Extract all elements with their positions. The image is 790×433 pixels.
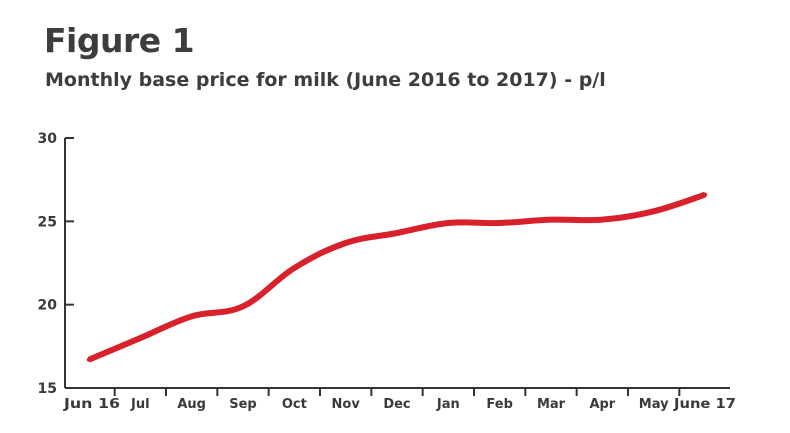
series-line [87,191,706,363]
data-point [548,217,554,222]
axes [64,137,730,396]
x-tick-label: Jun 16 [63,397,120,412]
x-tick-label: Oct [282,397,307,412]
x-tick-label: May [639,397,669,412]
chart-subtitle: Monthly base price for milk (June 2016 t… [45,69,606,91]
x-tick-label: Jan [436,397,460,412]
x-tick-label: Sep [229,397,257,412]
data-point [497,220,502,226]
x-tick-label: Dec [383,397,410,412]
data-point [702,192,708,197]
data-point [240,304,246,309]
data-point [651,209,656,214]
x-tick-label: Jul [130,397,150,412]
x-tick-label: Apr [589,397,615,412]
y-tick-label: 30 [38,131,58,147]
data-point [394,230,400,236]
data-point [138,335,143,341]
series-layer [86,191,708,363]
data-point [600,217,605,222]
data-point [446,220,451,226]
data-point [292,265,297,271]
x-tick-label: Mar [537,397,566,412]
data-point [86,357,92,362]
figure-label: Figure 1 [44,21,195,60]
tick-labels: 15 20 25 30 Jun 16 Jul Aug Sep Oct Nov Dec Jan Feb Ma… [38,131,736,412]
y-tick-label: 25 [38,214,57,230]
data-point [189,314,194,319]
data-point [343,240,348,246]
x-tick-label: Feb [486,397,512,412]
x-tick-label: June 17 [673,397,736,412]
y-tick-label: 15 [38,381,57,397]
x-tick-label: Aug [177,397,206,412]
x-tick-label: Nov [332,397,361,412]
y-tick-label: 20 [38,298,58,314]
